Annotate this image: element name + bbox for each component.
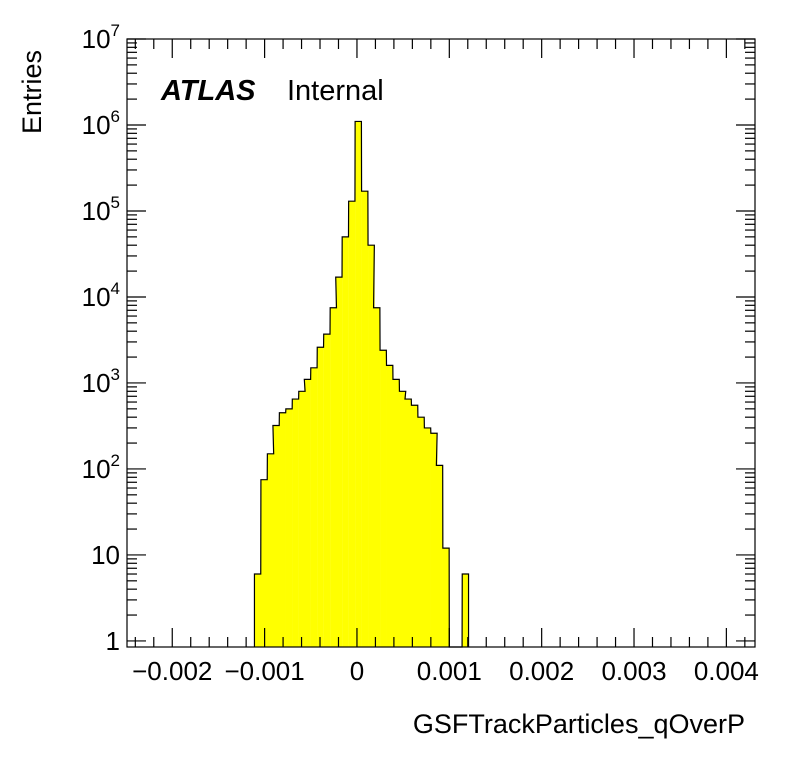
histogram-bar: [304, 379, 311, 647]
histogram-bar: [380, 350, 387, 647]
histogram-bar: [386, 365, 394, 647]
y-tick-label: 105: [82, 193, 120, 226]
histogram-bar: [436, 465, 443, 647]
y-tick-label: 104: [82, 279, 120, 312]
y-tick-label: 106: [82, 107, 120, 140]
histogram-bar: [442, 548, 450, 647]
histogram-bar: [399, 391, 407, 647]
histogram-outline: [253, 120, 470, 648]
histogram-bar: [298, 391, 306, 647]
y-tick-label: 107: [82, 21, 120, 54]
histogram-bar: [254, 574, 262, 647]
histogram-bar: [342, 236, 349, 647]
y-axis-label: Entries: [17, 50, 47, 134]
x-tick-label: −0.001: [224, 656, 304, 686]
y-tick-label: 10: [91, 540, 120, 570]
x-tick-label: 0.004: [694, 656, 759, 686]
histogram-bar: [373, 307, 381, 647]
histogram-bar: [323, 334, 331, 647]
y-tick-label: 103: [82, 365, 120, 398]
status-label: Internal: [287, 75, 384, 107]
y-tick-label: 102: [82, 451, 120, 484]
histogram-bar: [355, 121, 362, 648]
x-tick-label: −0.002: [132, 656, 212, 686]
histogram-bar: [279, 412, 286, 647]
histogram-bar: [260, 479, 268, 647]
histogram-bar: [330, 307, 337, 647]
histogram-bar: [348, 201, 356, 648]
histogram-bar: [317, 347, 324, 647]
x-tick-labels: −0.002 −0.001 0 0.001 0.002 0.003 0.004: [132, 656, 759, 686]
atlas-label: ATLAS: [160, 75, 256, 107]
histogram-bar: [272, 425, 280, 647]
x-tick-label: 0: [350, 656, 364, 686]
x-tick-label: 0.003: [601, 656, 666, 686]
histogram-bar: [267, 453, 274, 647]
histogram-bar: [361, 191, 369, 647]
histogram-bar: [411, 405, 419, 647]
histogram-bar: [368, 245, 375, 648]
histogram-bar: [310, 367, 318, 647]
x-tick-label: 0.001: [417, 656, 482, 686]
x-axis-label: GSFTrackParticles_qOverP: [413, 709, 745, 739]
histogram-bar: [285, 408, 293, 647]
histogram-bar: [404, 399, 412, 647]
histogram-bar: [292, 399, 299, 647]
histogram-bar: [424, 427, 431, 647]
y-tick-label: 1: [106, 626, 120, 656]
histogram-bar: [417, 417, 425, 647]
histogram-bar: [430, 433, 438, 647]
histogram-bar: [392, 379, 400, 647]
x-tick-label: 0.002: [509, 656, 574, 686]
histogram-bar: [335, 277, 343, 647]
y-tick-labels: 1 10 102 103 104 105 106 107: [82, 21, 120, 656]
plot-frame: [126, 38, 756, 648]
histogram-bars: [254, 121, 469, 648]
histogram-bar: [462, 574, 469, 647]
